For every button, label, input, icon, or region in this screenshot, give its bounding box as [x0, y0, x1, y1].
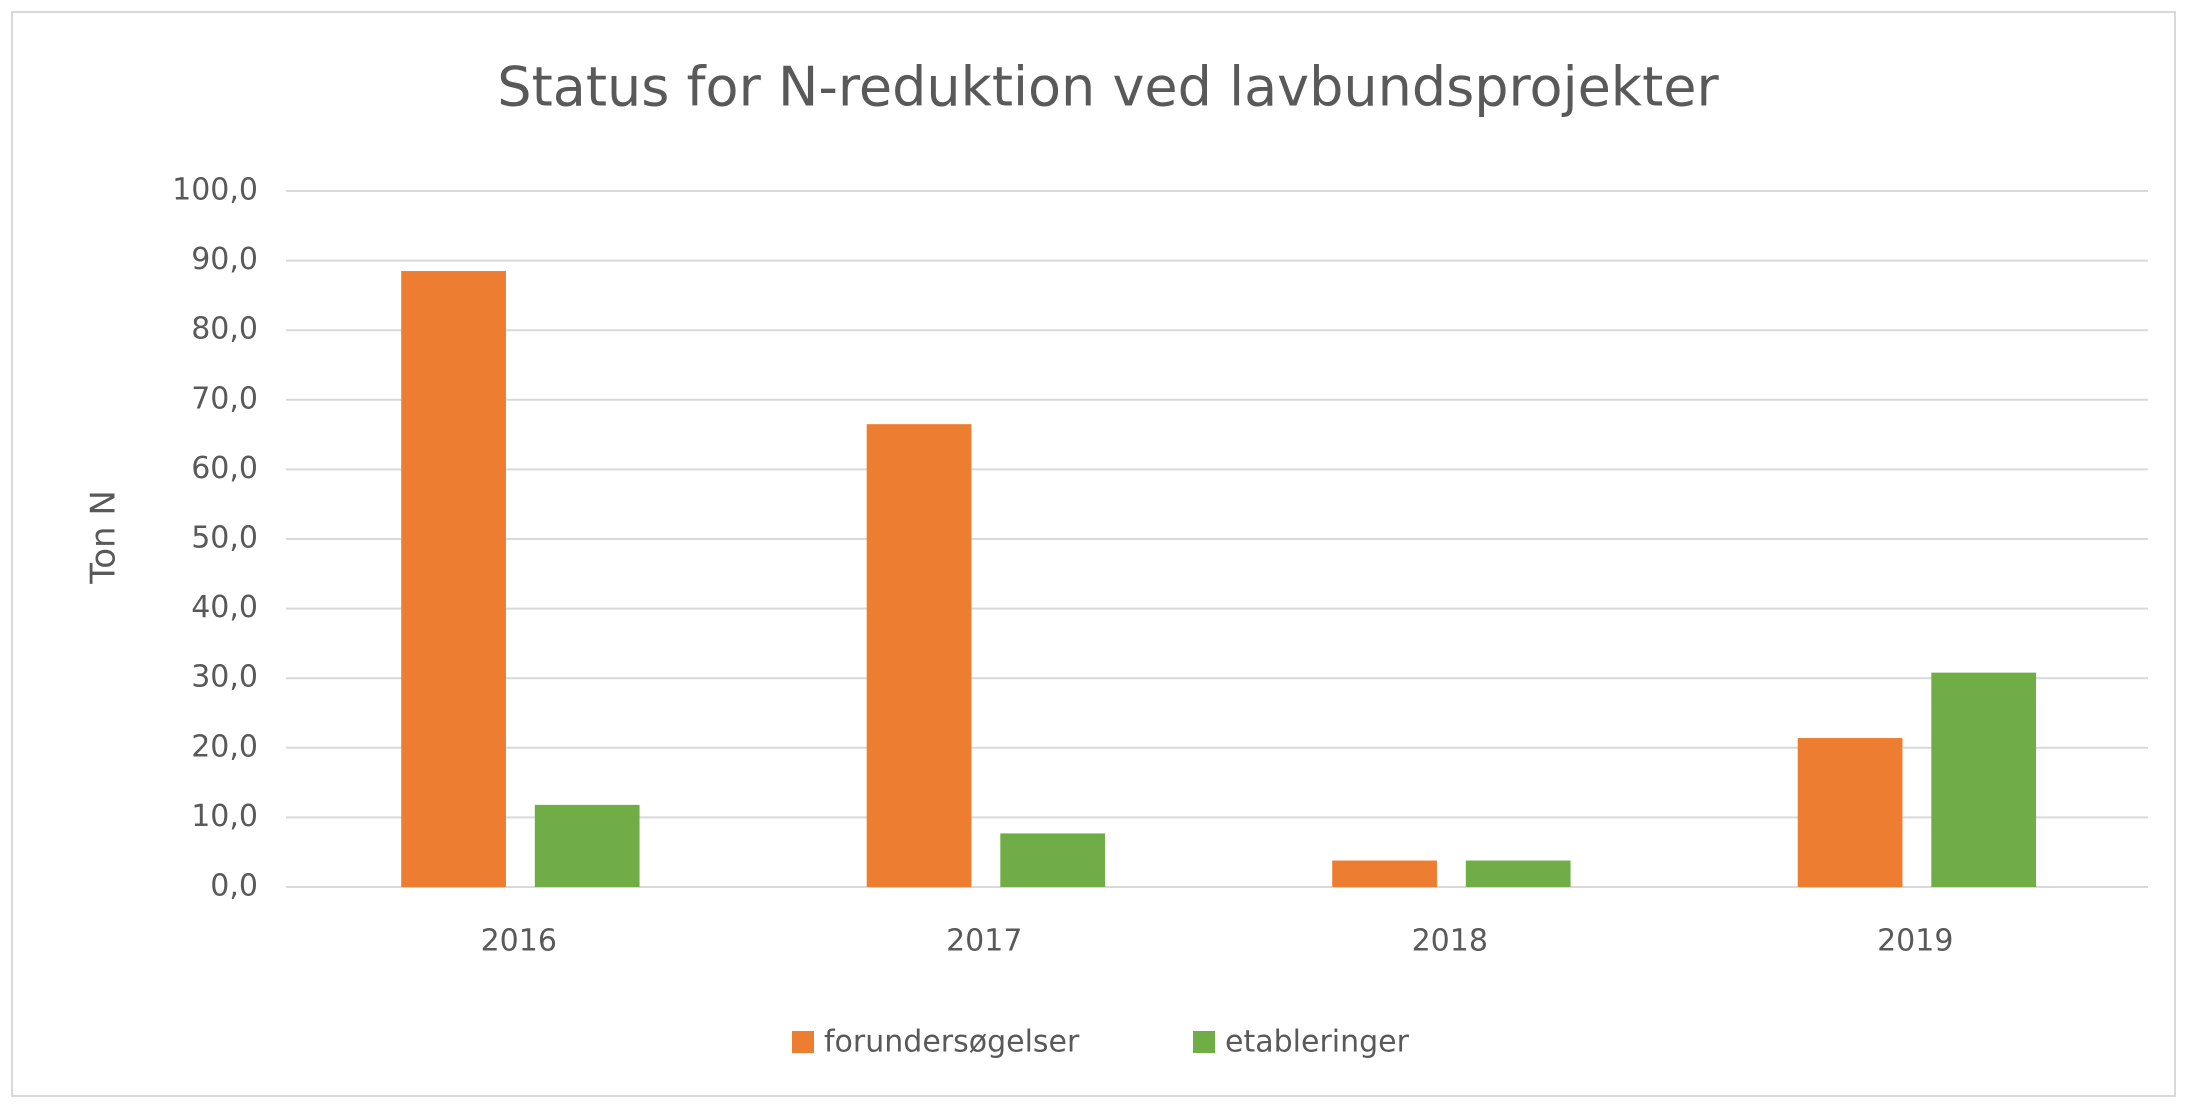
y-axis-label: Ton N: [84, 490, 124, 585]
legend-swatch: [1193, 1031, 1215, 1053]
chart-border: [11, 11, 2176, 1097]
y-tick-label: 70,0: [191, 381, 258, 416]
legend-swatch: [792, 1031, 814, 1053]
y-tick-label: 40,0: [191, 590, 258, 625]
bar: [1465, 860, 1571, 887]
y-tick-label: 100,0: [172, 173, 258, 208]
y-tick-label: 20,0: [191, 729, 258, 764]
y-tick-label: 0,0: [210, 869, 258, 904]
bar: [1931, 672, 2037, 887]
x-tick-label: 2016: [481, 924, 557, 959]
x-tick-label: 2017: [946, 924, 1022, 959]
legend-label: forundersøgelser: [824, 1025, 1080, 1060]
bar: [1332, 860, 1437, 887]
bar: [1797, 738, 1903, 887]
legend-label: etableringer: [1225, 1025, 1410, 1060]
x-tick-label: 2018: [1412, 924, 1488, 959]
y-tick-label: 50,0: [191, 521, 258, 556]
y-tick-label: 60,0: [191, 451, 258, 486]
x-tick-label: 2019: [1877, 924, 1953, 959]
bar: [1000, 833, 1106, 887]
bar: [401, 271, 506, 887]
y-tick-label: 80,0: [191, 312, 258, 347]
y-tick-label: 30,0: [191, 660, 258, 695]
bar: [866, 424, 972, 887]
chart-title: Status for N-reduktion ved lavbundsproje…: [497, 56, 1719, 119]
y-tick-label: 10,0: [191, 799, 258, 834]
bar: [534, 804, 640, 887]
y-tick-label: 90,0: [191, 242, 258, 277]
